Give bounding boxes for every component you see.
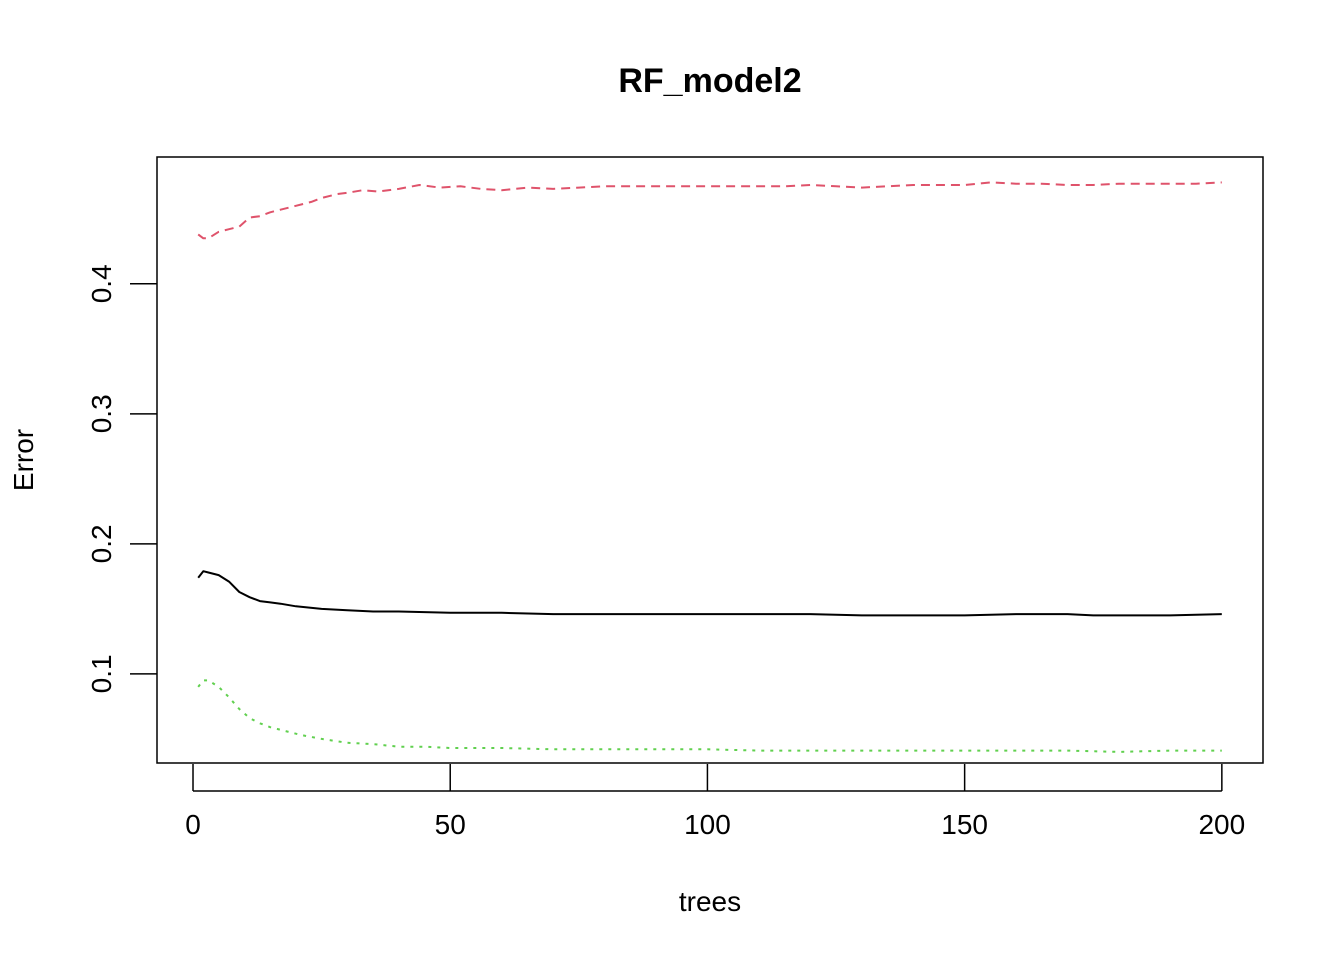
series-line-3	[197, 679, 1222, 753]
y-tick-label: 0.3	[86, 394, 117, 433]
y-tick-label: 0.1	[86, 654, 117, 693]
x-tick-label: 150	[941, 809, 988, 840]
x-tick-label: 100	[684, 809, 731, 840]
x-tick-label: 50	[435, 809, 466, 840]
series-layer	[197, 181, 1222, 753]
x-axis: 0 50 100 150 200	[185, 764, 1245, 840]
y-tick-label: 0.2	[86, 524, 117, 563]
series-line-2	[197, 181, 1222, 240]
plot-frame	[156, 156, 1264, 764]
chart-title: RF_model2	[618, 62, 801, 100]
x-tick-label: 200	[1198, 809, 1245, 840]
y-axis-label: Error	[8, 429, 39, 491]
x-tick-label: 0	[185, 809, 201, 840]
series-line-1	[197, 570, 1222, 617]
x-axis-label: trees	[679, 886, 741, 917]
y-tick-label: 0.4	[86, 264, 117, 303]
y-axis: 0.1 0.2 0.3 0.4	[86, 264, 157, 693]
